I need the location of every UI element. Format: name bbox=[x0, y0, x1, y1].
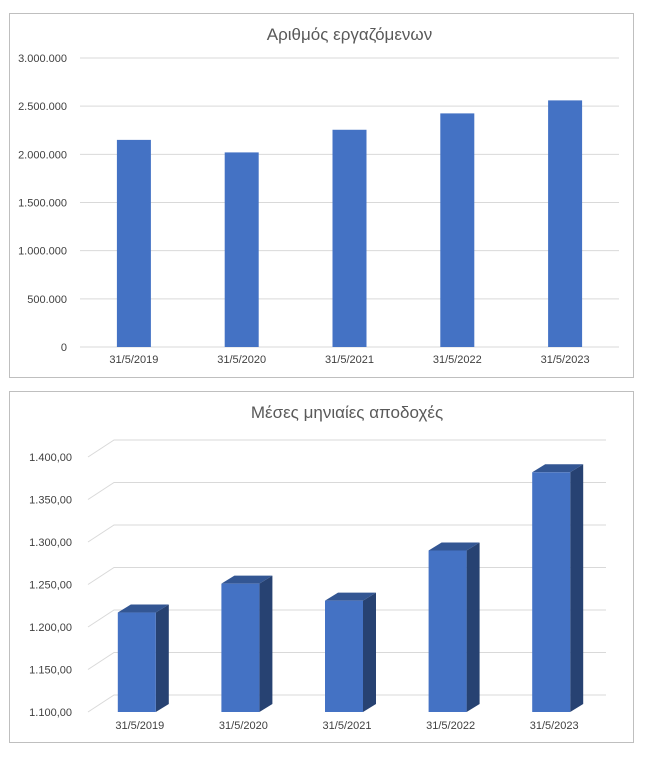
x-tick-label: 31/5/2020 bbox=[219, 720, 268, 732]
y-tick-label: 2.000.000 bbox=[18, 149, 67, 161]
bar-top bbox=[428, 542, 480, 551]
gridline bbox=[87, 567, 606, 585]
x-tick-label: 31/5/2019 bbox=[109, 354, 158, 366]
x-tick-label: 31/5/2020 bbox=[217, 354, 266, 366]
chart-title: Μέσες μηνιαίες αποδοχές bbox=[251, 403, 443, 422]
y-tick-label: 1.000.000 bbox=[18, 246, 67, 258]
bar-top bbox=[221, 575, 273, 584]
y-tick-label: 3.000.000 bbox=[18, 53, 67, 65]
bar bbox=[224, 152, 259, 347]
x-tick-label: 31/5/2019 bbox=[115, 720, 164, 732]
x-tick-label: 31/5/2021 bbox=[325, 354, 374, 366]
bar bbox=[548, 100, 583, 348]
y-tick-label: 1.400,00 bbox=[29, 452, 72, 464]
y-tick-label: 1.150,00 bbox=[29, 665, 72, 677]
bar-side bbox=[570, 464, 584, 712]
bar bbox=[428, 550, 467, 712]
bar bbox=[532, 472, 571, 712]
y-tick-label: 1.100,00 bbox=[29, 707, 72, 719]
bar-side bbox=[363, 592, 376, 712]
x-tick-label: 31/5/2022 bbox=[433, 354, 482, 366]
bar-side bbox=[155, 604, 169, 712]
gridline bbox=[87, 482, 606, 500]
y-tick-label: 500.000 bbox=[27, 294, 67, 306]
y-tick-label: 2.500.000 bbox=[18, 101, 67, 113]
bar bbox=[221, 583, 260, 712]
bar bbox=[440, 113, 475, 348]
salary-chart: Μέσες μηνιαίες αποδοχές 1.100,00 1.150,00 1… bbox=[29, 403, 606, 732]
x-tick-label: 31/5/2023 bbox=[541, 354, 590, 366]
y-tick-label: 0 bbox=[61, 342, 67, 354]
y-tick-label: 1.300,00 bbox=[29, 537, 72, 549]
employees-chart-panel: Αριθμός εργαζόμενων 0 500.000 1.000.000 1.50… bbox=[9, 13, 634, 378]
employees-chart: Αριθμός εργαζόμενων 0 500.000 1.000.000 1.50… bbox=[18, 25, 619, 366]
y-tick-label: 1.500.000 bbox=[18, 198, 67, 210]
bar-top bbox=[117, 604, 169, 613]
y-tick-label: 1.250,00 bbox=[29, 580, 72, 592]
bar bbox=[332, 129, 367, 347]
bar bbox=[116, 139, 151, 347]
bar bbox=[325, 600, 363, 712]
chart-title: Αριθμός εργαζόμενων bbox=[267, 25, 432, 44]
y-tick-label: 1.350,00 bbox=[29, 495, 72, 507]
bar-top bbox=[532, 464, 584, 473]
gridline bbox=[87, 524, 606, 543]
bar-side bbox=[466, 542, 480, 712]
y-tick-label: 1.200,00 bbox=[29, 622, 72, 634]
x-tick-label: 31/5/2023 bbox=[530, 720, 579, 732]
x-tick-label: 31/5/2022 bbox=[426, 720, 475, 732]
bar-side bbox=[259, 575, 273, 712]
bar bbox=[117, 612, 156, 712]
x-tick-label: 31/5/2021 bbox=[323, 720, 372, 732]
salary-chart-panel: Μέσες μηνιαίες αποδοχές 1.100,00 1.150,00 1… bbox=[9, 391, 634, 743]
bar-top bbox=[325, 592, 376, 601]
gridline bbox=[87, 439, 606, 458]
